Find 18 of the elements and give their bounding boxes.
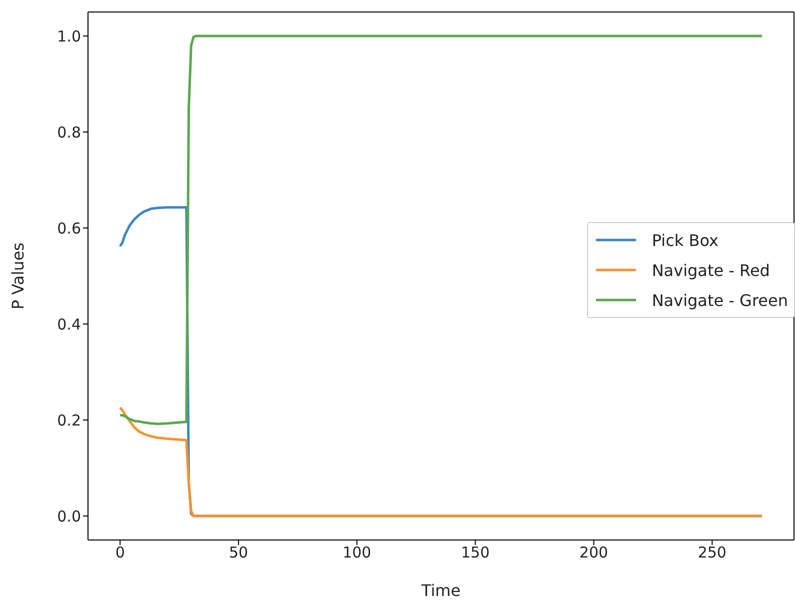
line-series bbox=[118, 406, 764, 518]
legend-label: Navigate - Green bbox=[652, 290, 788, 310]
y-tick-label: 0.4 bbox=[57, 315, 81, 334]
x-tick-label: 0 bbox=[115, 544, 125, 562]
x-tick-label: 150 bbox=[461, 544, 490, 562]
y-tick-label: 0.2 bbox=[57, 411, 81, 430]
x-tick-label: 200 bbox=[579, 544, 608, 562]
legend-label: Navigate - Red bbox=[652, 260, 770, 280]
legend-label: Pick Box bbox=[652, 230, 718, 250]
y-tick-label: 0.0 bbox=[57, 507, 81, 526]
y-tick-label: 1.0 bbox=[57, 27, 81, 46]
y-tick-label: 0.6 bbox=[57, 219, 81, 238]
x-tick-label: 250 bbox=[698, 544, 726, 562]
y-axis-title: P Values bbox=[8, 242, 28, 310]
y-tick-label: 0.8 bbox=[57, 123, 81, 142]
x-axis-title: Time bbox=[420, 581, 461, 600]
x-tick-label: 100 bbox=[342, 544, 372, 562]
x-tick-label: 50 bbox=[228, 544, 248, 562]
